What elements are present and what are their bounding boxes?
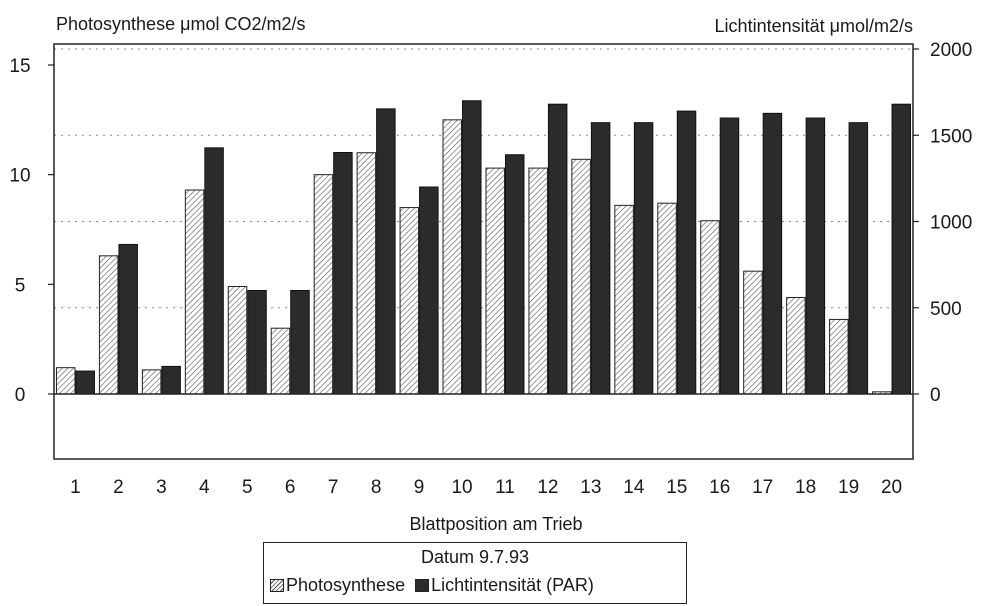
bar-photosynthese (786, 296, 806, 395)
x-tick-label: 6 (285, 477, 296, 498)
x-tick-label: 2 (113, 477, 124, 498)
bar-photosynthese (485, 167, 505, 395)
dark-swatch-icon (415, 579, 430, 592)
legend: Datum 9.7.93 Photosynthese Lichtintensit… (263, 542, 687, 604)
left-tick-label: 15 (9, 56, 30, 77)
x-tick-label: 9 (414, 477, 425, 498)
right-tick-label: 500 (930, 299, 962, 320)
bar-photosynthese (270, 327, 291, 395)
left-tick-label: 0 (15, 385, 26, 406)
x-tick-label: 18 (795, 477, 816, 498)
bar-photosynthese (571, 158, 591, 395)
bar-photosynthese (313, 174, 334, 395)
x-tick-label: 20 (881, 477, 902, 498)
bar-lichtintensitaet (676, 110, 697, 395)
x-tick-label: 12 (537, 477, 558, 498)
bar-lichtintensitaet (247, 290, 267, 395)
x-tick-label: 4 (199, 477, 210, 498)
bar-photosynthese (657, 202, 677, 395)
bar-lichtintensitaet (419, 186, 439, 395)
right-tick-label: 2000 (930, 40, 972, 61)
right-axis-ticks: 0 500 1000 1500 2000 (913, 40, 972, 406)
bar-lichtintensitaet (762, 112, 783, 395)
bar-photosynthese (227, 286, 248, 395)
bar-photosynthese (614, 204, 634, 395)
legend-item-lichtintensitaet: Lichtintensität (PAR) (415, 575, 594, 596)
right-tick-label: 1500 (930, 126, 972, 147)
bar-photosynthese (528, 167, 548, 395)
bar-photosynthese (442, 119, 463, 395)
right-tick-label: 1000 (930, 213, 972, 234)
x-tick-label: 1 (70, 477, 81, 498)
bar-lichtintensitaet (75, 370, 95, 395)
x-tick-label: 7 (328, 477, 339, 498)
bar-lichtintensitaet (633, 122, 654, 395)
bar-lichtintensitaet (161, 365, 181, 395)
legend-title: Datum 9.7.93 (420, 547, 530, 567)
legend-label-lichtintensitaet: Lichtintensität (PAR) (431, 575, 594, 595)
hatched-swatch-icon (270, 579, 284, 592)
x-tick-label: 13 (580, 477, 601, 498)
bar-lichtintensitaet (891, 103, 912, 395)
bar-lichtintensitaet (204, 147, 224, 395)
x-tick-label: 14 (623, 477, 645, 498)
x-tick-label: 19 (838, 477, 859, 498)
bar-photosynthese (700, 220, 720, 395)
x-axis-ticks: 1 2 3 4 5 6 7 8 9 10 11 12 13 14 15 16 17 18 19 20 (70, 477, 902, 498)
x-tick-label: 5 (242, 477, 253, 498)
x-tick-label: 8 (371, 477, 382, 498)
bar-lichtintensitaet (547, 103, 568, 395)
legend-entries: Photosynthese Lichtintensität (PAR) (270, 575, 682, 596)
x-tick-label: 15 (666, 477, 687, 498)
bar-lichtintensitaet (805, 117, 826, 395)
bar-photosynthese (55, 367, 76, 395)
left-tick-label: 10 (9, 166, 30, 187)
gridlines (54, 48, 913, 309)
x-tick-label: 11 (495, 477, 515, 498)
legend-label-photosynthese: Photosynthese (286, 575, 406, 595)
bar-photosynthese (743, 270, 763, 395)
bar-photosynthese (141, 369, 162, 395)
bar-photosynthese (184, 189, 205, 395)
right-axis-title: Lichtintensität μmol/m2/s (715, 16, 913, 36)
right-tick-label: 0 (930, 385, 941, 406)
plot-frame (53, 43, 914, 460)
x-tick-label: 17 (752, 477, 773, 498)
bar-lichtintensitaet (719, 117, 740, 395)
bar-lichtintensitaet (590, 122, 611, 395)
x-tick-label: 16 (709, 477, 730, 498)
bar-lichtintensitaet (376, 108, 396, 395)
x-tick-label: 3 (156, 477, 167, 498)
bar-lichtintensitaet (462, 100, 482, 395)
bar-lichtintensitaet (290, 290, 310, 395)
bars (55, 100, 912, 395)
bar-photosynthese (829, 318, 849, 395)
bar-lichtintensitaet (333, 152, 353, 395)
bar-photosynthese (98, 255, 119, 395)
bar-lichtintensitaet (848, 122, 869, 395)
left-axis-title: Photosynthese μmol CO2/m2/s (56, 14, 305, 34)
bar-lichtintensitaet (118, 243, 138, 395)
bar-photosynthese (399, 207, 420, 395)
x-tick-label: 10 (451, 477, 472, 498)
bar-lichtintensitaet (504, 154, 525, 395)
x-axis-label: Blattposition am Trieb (409, 514, 582, 534)
left-axis-ticks: 0 5 10 15 (9, 56, 54, 406)
left-tick-label: 5 (15, 275, 26, 296)
bar-photosynthese (356, 152, 377, 395)
legend-item-photosynthese: Photosynthese (270, 575, 405, 596)
